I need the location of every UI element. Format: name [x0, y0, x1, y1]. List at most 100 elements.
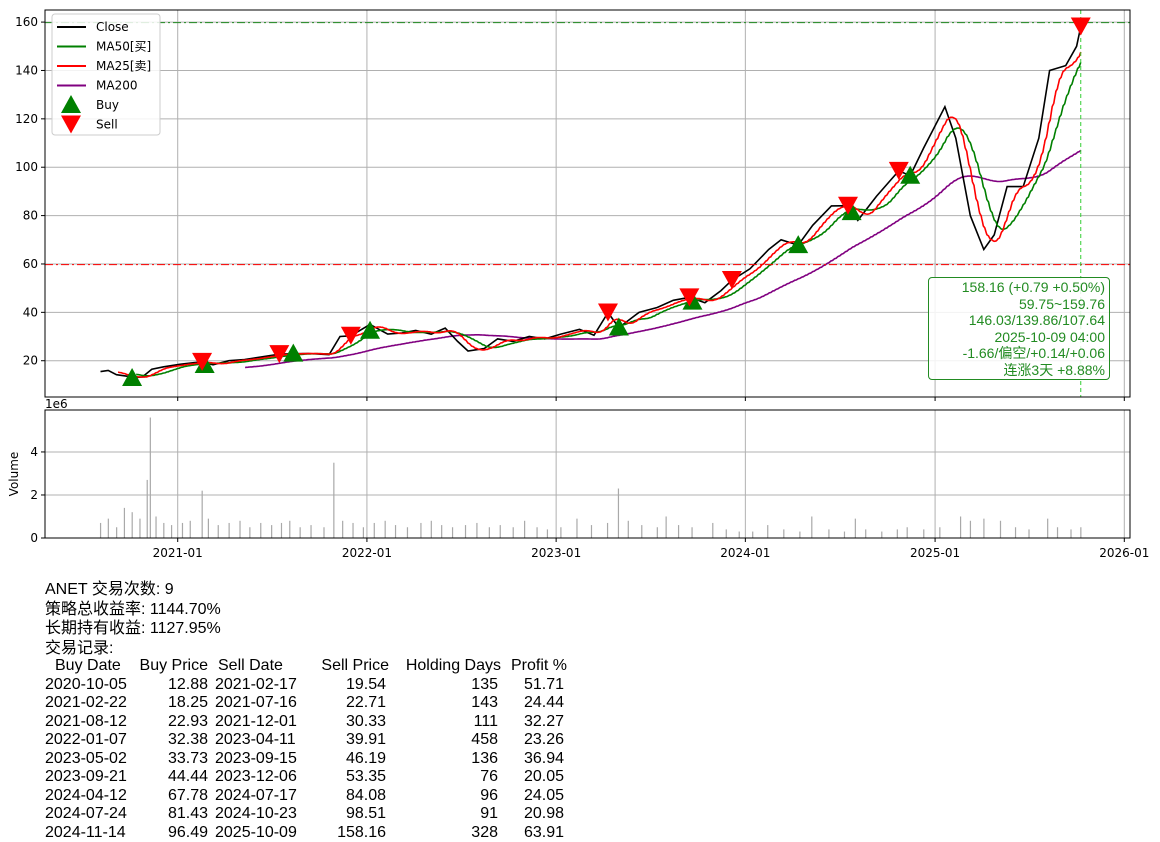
- legend-label: Close: [96, 20, 129, 34]
- cell-sell-price: 98.51: [305, 805, 386, 824]
- volume-bar: [352, 523, 353, 538]
- info-range: 59.75~159.76: [929, 296, 1105, 313]
- volume-bar: [691, 527, 692, 538]
- volume-bar: [289, 521, 290, 538]
- volume-bar: [116, 527, 117, 538]
- volume-bar: [828, 529, 829, 538]
- volume-bar: [1047, 519, 1048, 538]
- volume-bar: [739, 532, 740, 538]
- header-buy-price: Buy Price: [135, 657, 208, 676]
- volume-bar: [547, 529, 548, 538]
- cell-profit: 24.44: [498, 694, 564, 713]
- buy-marker: [360, 321, 380, 339]
- cell-sell-price: 19.54: [305, 676, 386, 695]
- cell-buy-date: 2023-05-02: [45, 750, 135, 769]
- cell-buy-price: 96.49: [135, 824, 208, 842]
- summary: ANET 交易次数: 9 策略总收益率: 1144.70% 长期持有收益: 11…: [45, 580, 221, 658]
- volume-bar: [1028, 529, 1029, 538]
- cell-holding-days: 91: [386, 805, 498, 824]
- cell-buy-price: 12.88: [135, 676, 208, 695]
- cell-sell-date: 2024-07-17: [208, 787, 305, 806]
- volume-bar: [465, 525, 466, 538]
- legend-label: Sell: [96, 118, 118, 132]
- volume-bar: [218, 525, 219, 538]
- cell-holding-days: 76: [386, 768, 498, 787]
- volume-bar: [500, 525, 501, 538]
- cell-profit: 51.71: [498, 676, 564, 695]
- legend-label: MA50[买]: [96, 40, 151, 54]
- y-tick-label: 60: [23, 257, 38, 271]
- volume-bar: [108, 519, 109, 538]
- y-tick-label: 20: [23, 354, 38, 368]
- volume-bar: [811, 516, 812, 538]
- legend-label: Buy: [96, 98, 119, 112]
- volume-bar: [1015, 527, 1016, 538]
- cell-buy-date: 2022-01-07: [45, 731, 135, 750]
- volume-bar: [139, 519, 140, 538]
- y-tick-label: 100: [15, 160, 38, 174]
- volume-bar: [260, 523, 261, 538]
- volume-bar: [310, 525, 311, 538]
- strategy-return: 策略总收益率: 1144.70%: [45, 600, 221, 620]
- volume-bar: [939, 527, 940, 538]
- cell-buy-price: 33.73: [135, 750, 208, 769]
- y-tick-label: 80: [23, 209, 38, 223]
- volume-bar: [420, 523, 421, 538]
- volume-bar: [657, 527, 658, 538]
- cell-holding-days: 96: [386, 787, 498, 806]
- volume-bar: [363, 527, 364, 538]
- cell-sell-price: 30.33: [305, 713, 386, 732]
- volume-bar: [171, 525, 172, 538]
- trade-count: ANET 交易次数: 9: [45, 580, 221, 600]
- volume-bar: [923, 529, 924, 538]
- volume-bar: [342, 521, 343, 538]
- cell-buy-price: 67.78: [135, 787, 208, 806]
- volume-bar: [374, 523, 375, 538]
- volume-bar: [666, 516, 667, 538]
- cell-buy-date: 2021-02-22: [45, 694, 135, 713]
- records-label: 交易记录:: [45, 639, 221, 659]
- cell-holding-days: 136: [386, 750, 498, 769]
- table-header: Buy Date Buy Price Sell Date Sell Price …: [45, 657, 567, 676]
- volume-bar: [524, 521, 525, 538]
- x-tick-label: 2023-01: [531, 546, 581, 560]
- cell-sell-date: 2021-12-01: [208, 713, 305, 732]
- cell-sell-price: 158.16: [305, 824, 386, 842]
- volume-bar: [407, 527, 408, 538]
- cell-buy-date: 2024-11-14: [45, 824, 135, 842]
- cell-sell-price: 53.35: [305, 768, 386, 787]
- y-tick-label: 40: [23, 305, 38, 319]
- volume-bar: [970, 521, 971, 538]
- volume-bar: [431, 521, 432, 538]
- volume-bar: [897, 529, 898, 538]
- volume-bar: [618, 489, 619, 538]
- cell-profit: 63.91: [498, 824, 564, 842]
- volume-bar: [855, 519, 856, 538]
- volume-bar: [960, 516, 961, 538]
- volume-bar: [333, 463, 334, 538]
- cell-buy-price: 44.44: [135, 768, 208, 787]
- cell-sell-date: 2023-09-15: [208, 750, 305, 769]
- y-tick-label: 120: [15, 112, 38, 126]
- header-profit: Profit %: [501, 657, 567, 676]
- volume-bar: [229, 523, 230, 538]
- y-tick-label: 140: [15, 63, 38, 77]
- cell-holding-days: 135: [386, 676, 498, 695]
- cell-buy-date: 2021-08-12: [45, 713, 135, 732]
- volume-bar: [395, 525, 396, 538]
- volume-bar: [385, 521, 386, 538]
- info-datetime: 2025-10-09 04:00: [929, 329, 1105, 346]
- cell-profit: 20.05: [498, 768, 564, 787]
- volume-bar: [239, 521, 240, 538]
- volume-bar: [441, 525, 442, 538]
- volume-bar: [628, 521, 629, 538]
- volume-bar: [100, 523, 101, 538]
- buy-marker: [788, 235, 808, 253]
- volume-bar: [799, 532, 800, 538]
